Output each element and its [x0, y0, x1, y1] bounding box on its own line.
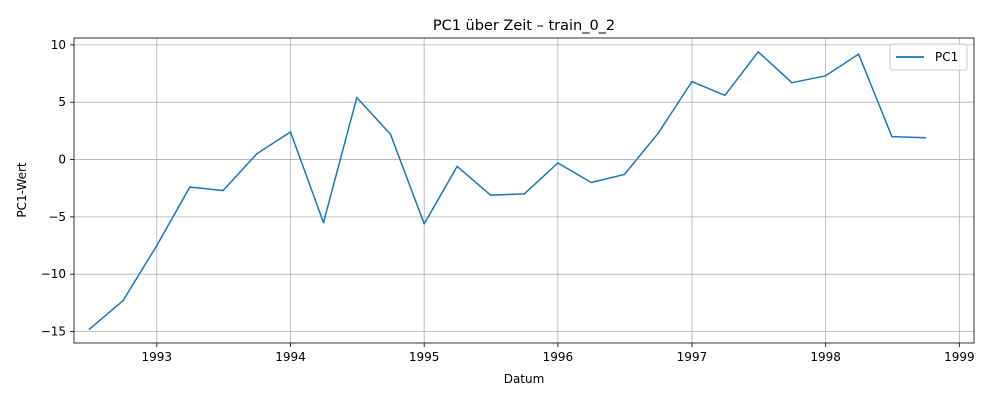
data-point: [724, 94, 726, 97]
grid: [74, 38, 974, 343]
x-tick-label: 1993: [142, 350, 173, 364]
y-axis-label: PC1-Wert: [15, 162, 29, 218]
y-tick-label: −10: [41, 267, 66, 281]
data-point: [389, 133, 392, 136]
data-point: [891, 135, 893, 138]
data-point: [423, 223, 426, 225]
x-axis: 1993 1994 1995 1996 1997 1998 1999: [142, 343, 975, 364]
data-point: [924, 137, 927, 139]
y-tick-label: 0: [58, 153, 66, 167]
data-point: [289, 131, 292, 133]
series-layer: [88, 51, 927, 331]
legend-box: [889, 43, 968, 71]
legend-label-pc1: PC1: [935, 50, 958, 64]
data-point: [623, 173, 626, 176]
x-tick-label: 1999: [944, 350, 975, 364]
y-tick-label: −15: [41, 325, 66, 339]
data-point: [857, 53, 860, 55]
data-point: [523, 193, 525, 195]
data-point: [189, 186, 191, 188]
chart-title: PC1 über Zeit – train_0_2: [433, 18, 615, 34]
data-point: [356, 96, 358, 99]
data-point: [489, 194, 492, 196]
data-point: [691, 80, 693, 83]
y-axis: −15 −10 −5 0 5 10: [41, 38, 74, 339]
data-point: [824, 75, 827, 77]
x-axis-label: Datum: [504, 372, 545, 386]
x-tick-label: 1994: [275, 350, 306, 364]
x-tick-label: 1997: [677, 350, 708, 364]
data-point: [222, 189, 224, 192]
data-point: [88, 328, 91, 331]
x-tick-label: 1995: [409, 350, 440, 364]
series-line-pc1: [88, 51, 926, 330]
y-tick-label: 5: [58, 95, 66, 109]
data-point: [590, 181, 592, 184]
data-point: [791, 81, 793, 84]
data-point: [456, 165, 459, 168]
data-point: [757, 51, 759, 53]
x-tick-label: 1998: [810, 350, 841, 364]
plot-frame: [73, 37, 975, 344]
x-tick-label: 1996: [543, 350, 574, 364]
data-point: [557, 162, 559, 164]
data-point: [657, 132, 659, 134]
y-tick-label: −5: [48, 210, 66, 224]
data-point: [156, 244, 158, 247]
data-point: [122, 299, 124, 302]
legend: PC1: [889, 43, 968, 71]
data-point: [322, 221, 325, 224]
y-tick-label: 10: [51, 38, 66, 52]
data-point: [255, 153, 258, 155]
